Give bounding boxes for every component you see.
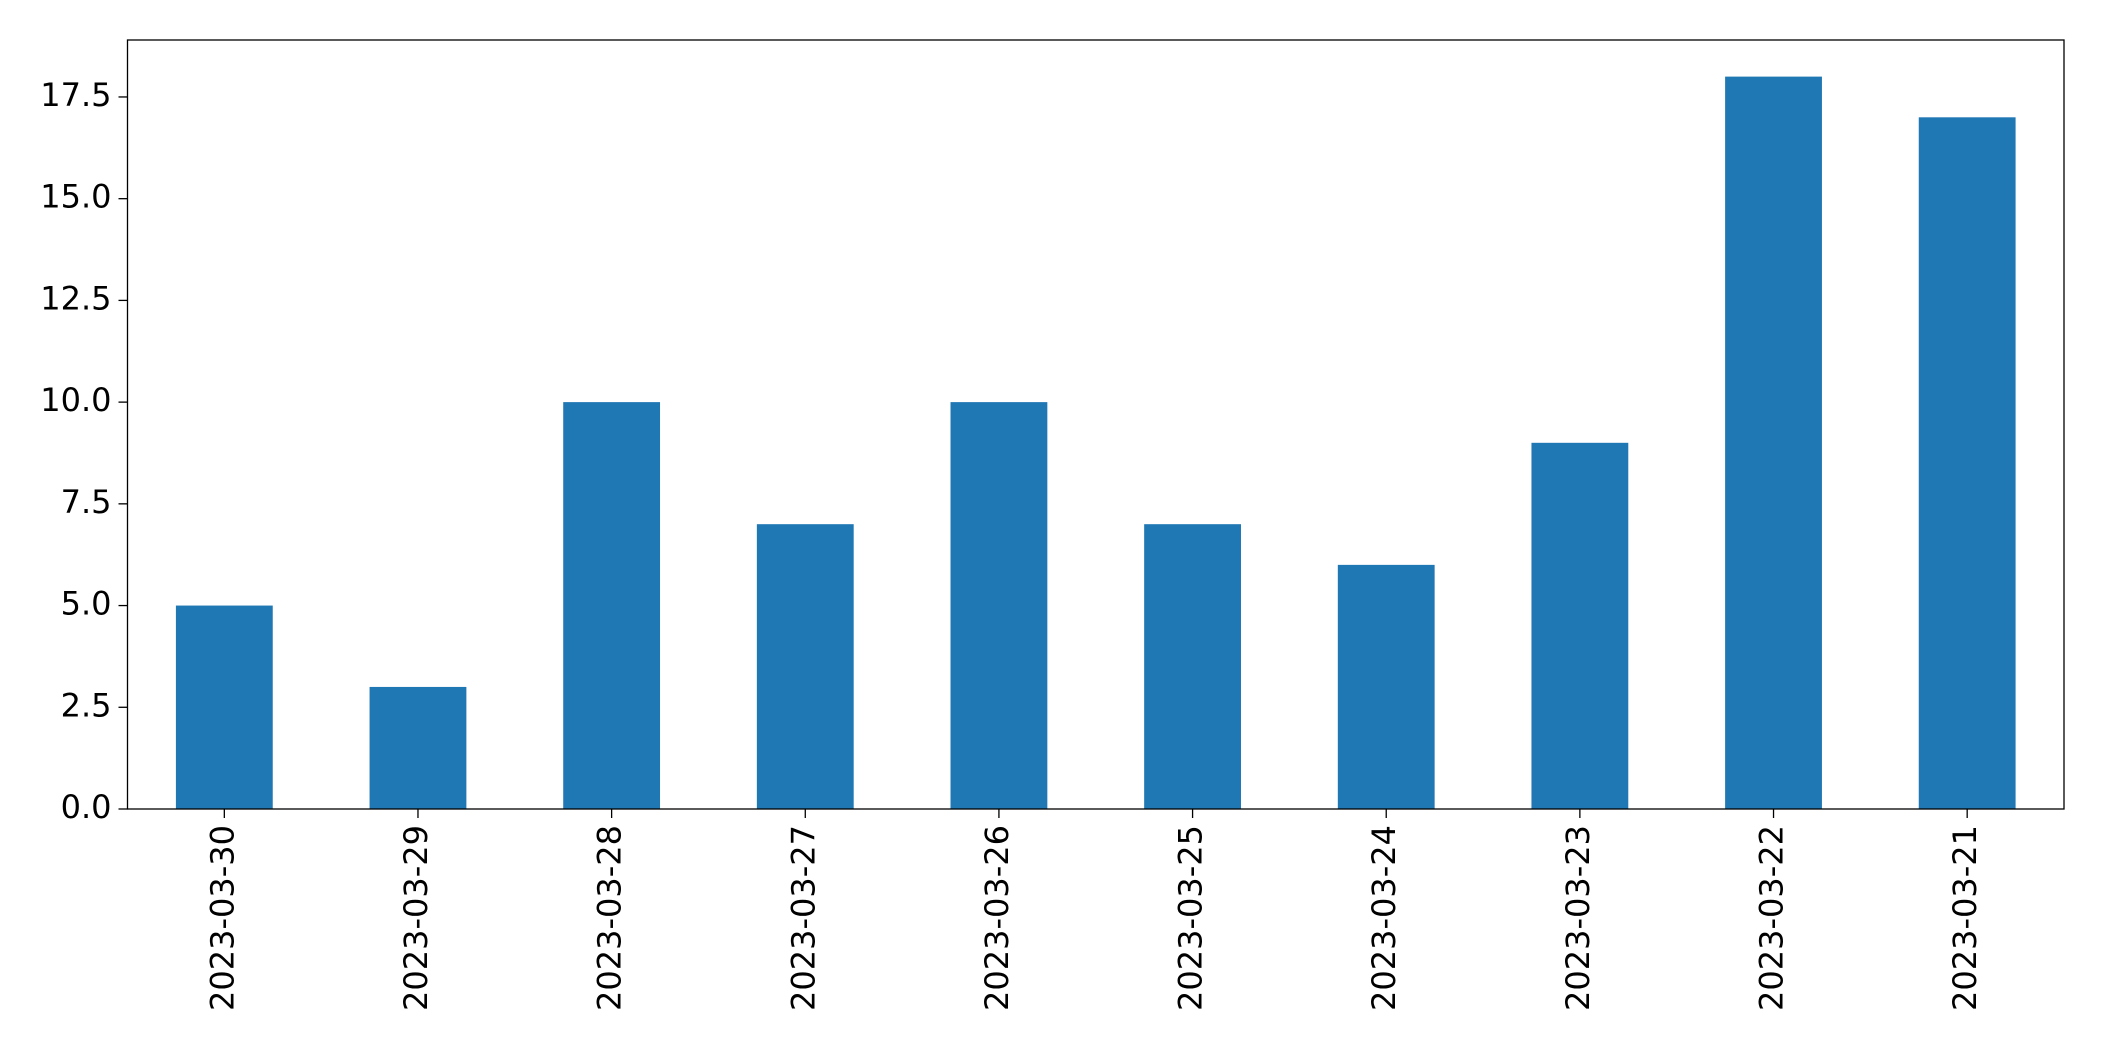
- x-tick-label: 2023-03-30: [203, 825, 241, 1011]
- bar: [1144, 524, 1241, 809]
- x-tick-label: 2023-03-26: [978, 825, 1016, 1011]
- x-tick-label: 2023-03-24: [1365, 825, 1403, 1011]
- y-tick-label: 12.5: [40, 279, 111, 317]
- x-tick-label: 2023-03-23: [1559, 825, 1597, 1011]
- y-tick-label: 0.0: [61, 788, 112, 826]
- plot-frame: [126, 39, 2065, 810]
- bar: [369, 686, 467, 809]
- bar: [1531, 442, 1629, 809]
- y-tick-label: 15.0: [40, 178, 111, 216]
- bar: [563, 402, 661, 809]
- x-tick-label: 2023-03-27: [784, 825, 822, 1011]
- x-tick-label: 2023-03-25: [1172, 825, 1210, 1011]
- x-tick-label: 2023-03-29: [397, 825, 435, 1011]
- x-tick-label: 2023-03-21: [1946, 825, 1984, 1011]
- bar: [1918, 117, 2016, 809]
- bar: [756, 524, 854, 809]
- y-tick-label: 17.5: [40, 76, 111, 114]
- y-tick-label: 7.5: [61, 483, 112, 521]
- bar: [1337, 564, 1435, 809]
- y-tick-label: 2.5: [61, 686, 112, 724]
- x-tick-label: 2023-03-22: [1753, 825, 1791, 1011]
- x-tick-label: 2023-03-28: [591, 825, 629, 1011]
- y-tick-label: 10.0: [40, 381, 111, 419]
- bar: [175, 605, 273, 809]
- bar: [1725, 76, 1822, 810]
- bar: [950, 402, 1048, 809]
- y-tick-label: 5.0: [61, 585, 112, 623]
